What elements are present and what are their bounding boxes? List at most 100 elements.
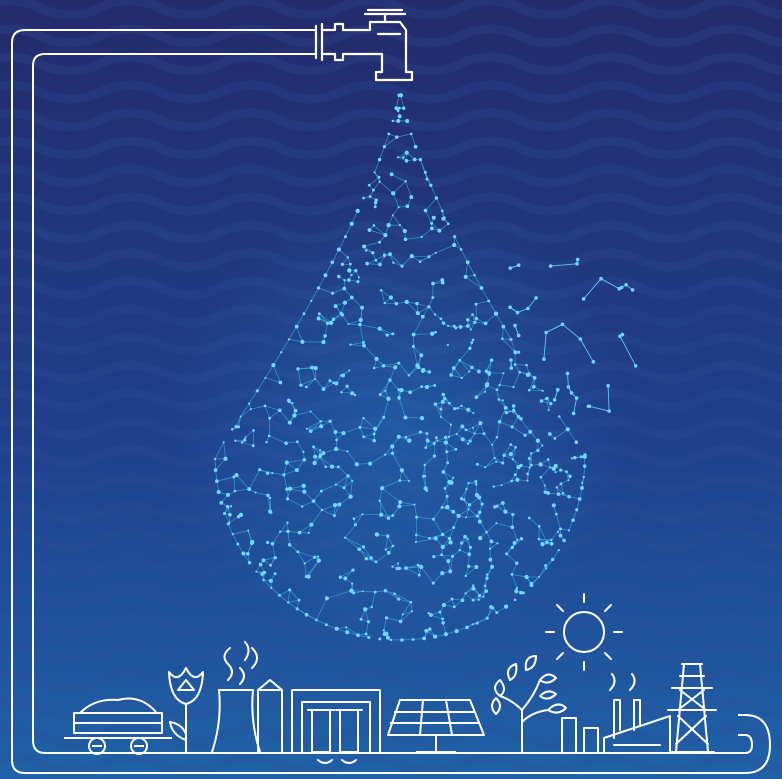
network-node — [411, 638, 415, 641]
network-node — [270, 541, 275, 546]
network-edge — [454, 236, 462, 250]
coal-wagon-icon — [64, 697, 172, 755]
network-node — [343, 278, 346, 282]
network-node — [487, 299, 491, 303]
fragment-edge — [527, 297, 537, 309]
network-node — [460, 437, 465, 442]
network-edge — [223, 442, 226, 459]
network-node — [474, 302, 478, 306]
network-node — [446, 344, 449, 347]
network-node — [267, 434, 271, 438]
network-edge — [294, 411, 311, 416]
network-node — [432, 441, 436, 445]
network-node — [342, 300, 347, 305]
network-edge — [421, 228, 433, 238]
network-node — [474, 316, 479, 321]
network-edge — [313, 490, 322, 502]
network-edge — [405, 431, 421, 438]
network-edge — [379, 379, 391, 395]
network-node — [350, 391, 355, 396]
network-edge — [265, 364, 274, 379]
network-edge — [529, 517, 540, 527]
network-node — [432, 454, 437, 458]
network-node — [502, 372, 505, 375]
network-node — [372, 432, 376, 436]
network-node — [513, 350, 518, 355]
network-node — [526, 472, 529, 476]
network-node — [555, 486, 558, 489]
background-wave — [0, 80, 782, 104]
network-node — [378, 512, 384, 517]
network-node — [266, 493, 270, 498]
network-node — [296, 550, 300, 554]
network-edge — [583, 466, 586, 478]
network-node — [400, 264, 404, 268]
network-node — [502, 453, 506, 457]
network-node — [553, 463, 558, 468]
network-edge — [310, 421, 321, 432]
network-edge — [558, 493, 570, 498]
network-node — [540, 542, 545, 547]
network-edge — [401, 255, 413, 267]
network-node — [398, 619, 403, 624]
network-edge — [273, 352, 282, 366]
network-node — [351, 568, 355, 572]
network-edge — [279, 589, 290, 596]
network-node — [529, 583, 534, 588]
network-node — [269, 510, 273, 514]
network-node — [500, 501, 505, 505]
network-node — [365, 261, 369, 266]
network-node — [519, 590, 523, 595]
fragment-edge — [562, 323, 581, 340]
network-edge — [353, 590, 363, 594]
network-node — [393, 365, 398, 370]
network-edge — [283, 469, 298, 476]
network-edge — [405, 236, 422, 240]
network-node — [501, 399, 504, 402]
network-edge — [465, 276, 482, 289]
network-node — [464, 592, 467, 595]
network-node — [570, 457, 573, 460]
network-edge — [224, 513, 230, 523]
network-node — [397, 106, 401, 110]
network-node — [465, 487, 468, 491]
network-node — [453, 235, 457, 239]
network-node — [333, 430, 338, 434]
network-node — [331, 317, 336, 322]
network-edge — [402, 602, 412, 615]
network-node — [468, 503, 472, 507]
network-edge — [233, 476, 236, 492]
network-edge — [465, 262, 469, 277]
network-edge — [528, 377, 535, 391]
network-node — [273, 572, 277, 576]
network-node — [415, 311, 420, 316]
fragment-node — [508, 305, 512, 310]
network-edge — [484, 457, 495, 468]
network-node — [307, 531, 310, 535]
network-node — [419, 353, 424, 358]
network-node — [460, 404, 463, 407]
network-edge — [362, 513, 382, 516]
network-node — [296, 367, 300, 371]
network-node — [293, 408, 298, 413]
network-edge — [420, 566, 434, 584]
network-node — [433, 402, 438, 406]
network-edge — [459, 360, 470, 372]
network-node — [451, 366, 456, 370]
network-node — [358, 425, 362, 429]
network-node — [503, 604, 509, 609]
network-node — [351, 479, 354, 482]
network-node — [546, 491, 550, 495]
network-edge — [323, 448, 337, 454]
network-node — [399, 387, 404, 393]
fragment-edge — [607, 385, 610, 412]
network-node — [387, 132, 391, 136]
network-edge — [486, 359, 492, 373]
network-node — [397, 206, 400, 209]
network-edge — [248, 469, 261, 490]
network-node — [396, 562, 400, 565]
network-node — [362, 417, 365, 420]
network-node — [515, 586, 519, 589]
network-edge — [449, 527, 455, 539]
network-node — [398, 500, 403, 505]
